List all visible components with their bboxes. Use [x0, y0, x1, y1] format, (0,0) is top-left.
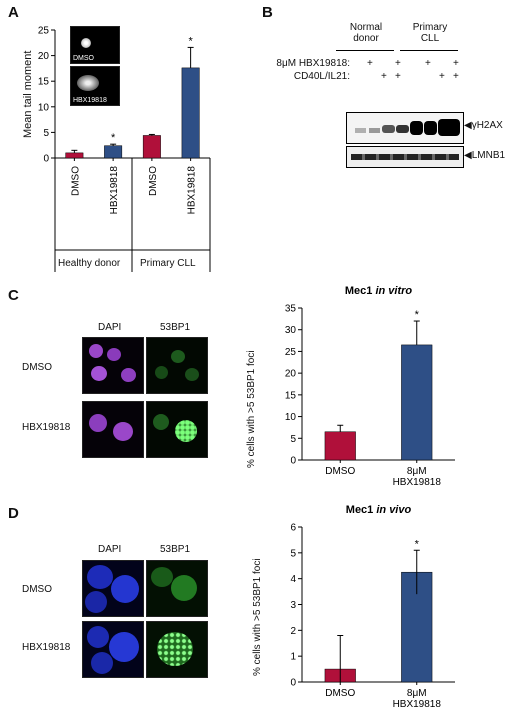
blot-group-line-normal [336, 50, 394, 51]
blot-treatment2-mark-6: + [439, 71, 445, 82]
blot-label-gamma-h2ax-text: γH2AX [471, 120, 503, 131]
chart-c-title-main: Mec1 [345, 285, 376, 297]
chart-d-xlabel-1-1: HBX19818 [393, 699, 442, 710]
chart-a: 0 5 10 15 20 25 DMSO * HBX19818 DMSO * HBX19818 [38, 26, 211, 272]
micrograph-d-dapi-hbx [82, 621, 144, 678]
panel-c-row-hbx: HBX19818 [22, 422, 71, 433]
chart-a-ytick-label-5: 25 [38, 26, 50, 37]
chart-a-xlabel-2: DMSO [148, 166, 159, 196]
chart-c-ytick-label-2: 10 [285, 412, 297, 423]
panel-d-letter: D [8, 505, 19, 522]
chart-c-bar-1 [401, 344, 433, 461]
chart-d-title: Mec1 in vivo [346, 504, 412, 516]
blot-treatment1-mark-7: + [453, 58, 459, 69]
chart-d-title-suffix: in vivo [376, 504, 411, 516]
chart-d-ytick-label-0: 0 [290, 678, 296, 689]
chart-c-xlabel-1-1: HBX19818 [393, 477, 442, 488]
chart-c-ytick-label-3: 15 [285, 390, 297, 401]
chart-d-ytick-label-5: 5 [290, 548, 296, 559]
chart-c-xlabel-1-0: 8μM [407, 466, 427, 477]
panel-c-row-dmso: DMSO [22, 362, 52, 373]
chart-c-ytick-label-1: 5 [290, 434, 296, 445]
chart-a-ytick-label-2: 10 [38, 102, 50, 113]
panel-d-row-dmso: DMSO [22, 584, 52, 595]
chart-d-ytick-label-2: 2 [290, 626, 296, 637]
chart-c-ytick-label-5: 25 [285, 347, 297, 358]
chart-c-title-suffix: in vitro [375, 285, 412, 297]
chart-a-ytick-label-0: 0 [43, 154, 49, 165]
chart-d-xlabel-1-0: 8μM [407, 688, 427, 699]
blot-row-label-cd40l: CD40L/IL21: [293, 71, 350, 82]
micrograph-c-53bp1-hbx [146, 401, 208, 458]
panel-c-col-dapi: DAPI [98, 322, 122, 333]
comet-inset-hbx: HBX19818 [70, 66, 120, 106]
micrograph-c-dapi-hbx [82, 401, 144, 458]
chart-a-xlabel-0: DMSO [70, 166, 81, 196]
panel-d-row-hbx: HBX19818 [22, 642, 71, 653]
micrograph-d-53bp1-hbx [146, 621, 208, 678]
chart-d-ytick-label-1: 1 [290, 652, 296, 663]
chart-d-ytick-label-3: 3 [290, 600, 296, 611]
chart-a-sig-3: * [188, 35, 193, 47]
panel-d-col-53bp1: 53BP1 [160, 544, 191, 555]
comet-inset-dmso: DMSO [70, 26, 120, 64]
blot-group-line-cll [400, 50, 458, 51]
micrograph-d-dapi-dmso [82, 560, 144, 617]
chart-c-sig-1: * [415, 309, 420, 321]
comet-inset-dmso-label: DMSO [73, 55, 94, 62]
blot-label-gamma-h2ax: ◀γH2AX [464, 120, 503, 131]
micrograph-d-53bp1-dmso [146, 560, 208, 617]
chart-d-sig-1: * [415, 538, 420, 550]
panel-d-col-dapi: DAPI [98, 544, 122, 555]
chart-d-xlabel-0-0: DMSO [325, 688, 355, 699]
chart-a-ytick-label-4: 20 [38, 51, 50, 62]
chart-d-title-main: Mec1 [346, 504, 377, 516]
chart-a-xlabel-3: HBX19818 [187, 166, 198, 215]
blot-label-lmnb1: ◀LMNB1 [464, 150, 506, 161]
chart-c-xlabel-0-0: DMSO [325, 466, 355, 477]
chart-c-bar-0 [324, 431, 356, 461]
blot-treatment1-mark-3: + [395, 58, 401, 69]
blot-lmnb1 [346, 146, 464, 168]
chart-a-sig-1: * [111, 132, 116, 144]
chart-c-ytick-label-6: 30 [285, 325, 297, 336]
chart-a-ytick-label-1: 5 [43, 128, 49, 139]
chart-d-ytick-label-4: 4 [290, 574, 296, 585]
blot-treatment2-mark-7: + [453, 71, 459, 82]
blot-gamma-h2ax [346, 112, 464, 144]
micrograph-c-53bp1-dmso [146, 337, 208, 394]
chart-a-ytick-label-3: 15 [38, 77, 50, 88]
blot-group-primary-cll: Primary CLL [412, 22, 448, 44]
chart-a-xlabel-1: HBX19818 [109, 166, 120, 215]
blot-row-label-hbx: 8μM HBX19818: [276, 58, 350, 69]
chart-d-ytick-label-6: 6 [290, 523, 296, 534]
blot-treatment1-mark-1: + [367, 58, 373, 69]
chart-c-ytick-label-4: 20 [285, 369, 297, 380]
panel-a-letter: A [8, 4, 19, 21]
micrograph-c-dapi-dmso [82, 337, 144, 394]
panel-c-letter: C [8, 287, 19, 304]
blot-label-lmnb1-text: LMNB1 [471, 150, 506, 161]
panel-b-letter: B [262, 4, 273, 21]
chart-c-ytick-label-0: 0 [290, 456, 296, 467]
chart-c-ytick-label-7: 35 [285, 304, 297, 315]
comet-inset-hbx-label: HBX19818 [73, 97, 107, 104]
group-label-primary-cll: Primary CLL [140, 258, 196, 269]
blot-treatment1-mark-5: + [425, 58, 431, 69]
panel-c-col-53bp1: 53BP1 [160, 322, 191, 333]
chart-c-title: Mec1 in vitro [345, 285, 413, 297]
blot-treatment2-mark-3: + [395, 71, 401, 82]
blot-treatment2-mark-2: + [381, 71, 387, 82]
group-label-healthy-donor: Healthy donor [58, 258, 121, 269]
blot-group-normal-donor: Normal donor [349, 22, 383, 44]
